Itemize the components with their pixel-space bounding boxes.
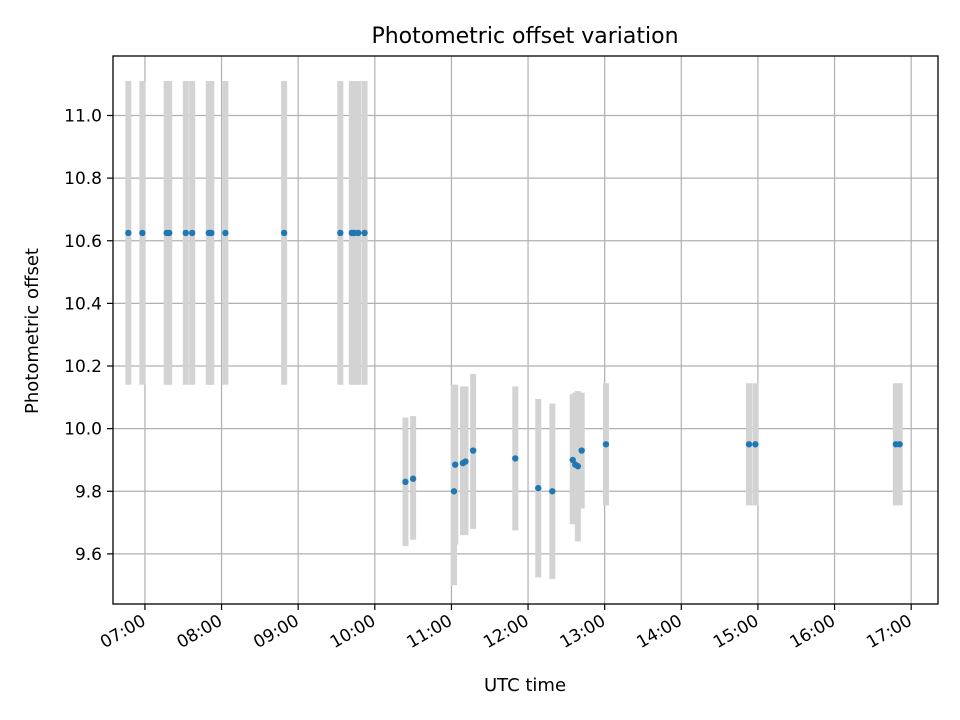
data-point	[535, 484, 542, 492]
data-point	[409, 475, 417, 482]
data-point	[574, 463, 582, 470]
data-point	[752, 441, 759, 448]
data-point	[182, 229, 189, 237]
data-point	[208, 229, 215, 237]
y-tick-label: 10.0	[64, 420, 102, 440]
data-point	[222, 229, 229, 237]
y-tick-label: 10.4	[64, 294, 102, 314]
x-axis-title: UTC time	[484, 675, 566, 696]
y-tick-label: 9.6	[75, 545, 102, 565]
data-point	[462, 458, 469, 465]
data-point	[280, 229, 288, 237]
data-point	[125, 229, 132, 237]
y-tick-label: 10.6	[64, 232, 102, 252]
data-point	[578, 447, 585, 454]
data-point	[745, 441, 753, 448]
data-point	[452, 461, 459, 468]
data-point	[512, 455, 519, 462]
y-tick-label: 9.8	[75, 482, 102, 502]
data-point	[402, 478, 409, 486]
data-point	[139, 229, 146, 237]
data-point	[188, 229, 196, 237]
y-tick-label: 10.8	[64, 169, 102, 189]
data-point	[337, 229, 344, 237]
data-points	[125, 229, 903, 495]
data-point	[450, 488, 458, 495]
data-point	[355, 229, 362, 237]
y-axis: 9.6 9.8 10.0 10.2 10.4 10.6 10.8 11.0	[64, 106, 113, 565]
data-point	[361, 229, 368, 237]
data-point	[569, 456, 576, 464]
grid	[113, 56, 938, 604]
data-point	[165, 229, 173, 237]
plot-frame	[112, 55, 939, 605]
data-point	[549, 488, 556, 495]
y-axis-title: Photometric offset	[22, 248, 43, 414]
data-point	[602, 441, 610, 448]
y-tick-label: 10.2	[64, 357, 102, 377]
y-tick-label: 11.0	[64, 106, 102, 126]
chart-title: Photometric offset variation	[371, 24, 678, 49]
data-point	[896, 441, 903, 448]
data-point	[469, 447, 477, 454]
